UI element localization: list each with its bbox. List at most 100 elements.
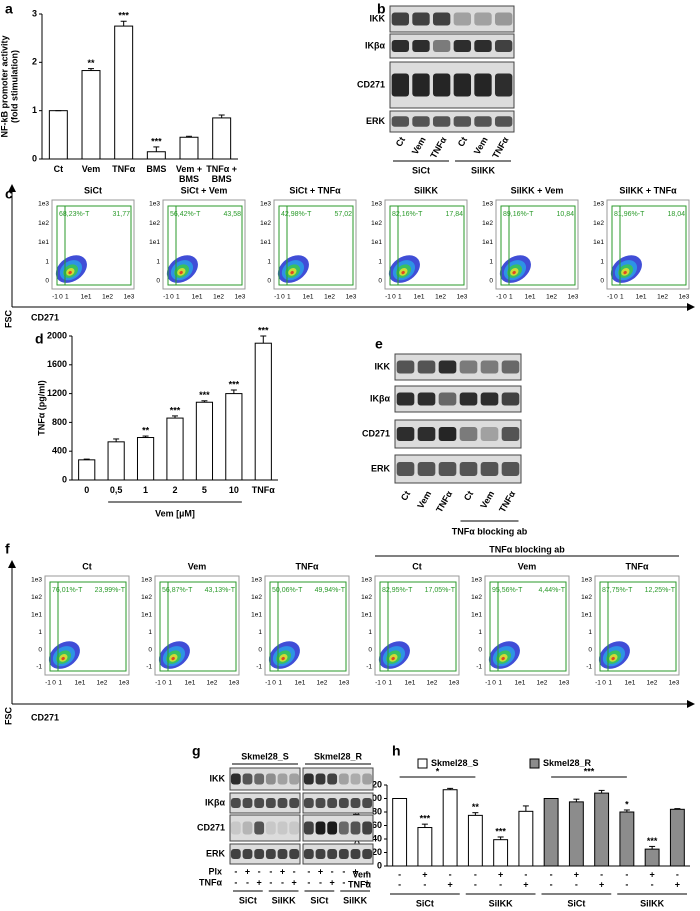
x-tick-label: 1e2 bbox=[427, 680, 438, 687]
x-tick-label: 1 bbox=[620, 294, 624, 301]
blot-band bbox=[350, 773, 361, 785]
condition-sign: + bbox=[292, 877, 297, 887]
x-tick-label: 1e2 bbox=[435, 294, 446, 301]
x-tick-label: 0 bbox=[392, 294, 396, 301]
group-label: SiCt bbox=[310, 895, 328, 905]
x-tick-label: 1e3 bbox=[346, 294, 357, 301]
blot-band bbox=[230, 798, 241, 808]
gate-left: 82,95%-T bbox=[382, 587, 413, 594]
condition-sign: - bbox=[398, 869, 401, 879]
plot-title: Vem bbox=[188, 561, 207, 571]
panel-label: h bbox=[392, 743, 401, 759]
x-tick-label: 0,5 bbox=[109, 485, 123, 495]
y-tick-label: 0 bbox=[378, 278, 382, 285]
cell-cloud bbox=[171, 656, 175, 661]
condition-sign: - bbox=[625, 869, 628, 879]
y-tick-label: 0 bbox=[368, 646, 372, 653]
gate-left: 42,98%-T bbox=[281, 211, 312, 218]
blot-band bbox=[277, 821, 288, 835]
x-tick-label: 1e1 bbox=[525, 294, 536, 301]
x-tick-label: 1e3 bbox=[124, 294, 135, 301]
blot-band bbox=[254, 798, 265, 808]
blot-band bbox=[327, 798, 338, 808]
blot-frame bbox=[389, 5, 515, 33]
panel-label: d bbox=[35, 331, 44, 347]
gate-right: 17,84 bbox=[445, 211, 463, 218]
group-label: SiIKK bbox=[471, 165, 496, 175]
bar bbox=[568, 801, 584, 867]
cell-cloud bbox=[611, 656, 615, 661]
significance: *** bbox=[495, 826, 506, 836]
condition-sign: - bbox=[423, 879, 426, 889]
blot-band bbox=[396, 462, 415, 476]
group-label: SiCt bbox=[416, 898, 434, 908]
y-tick-label: 3 bbox=[32, 8, 37, 18]
blot-band bbox=[362, 798, 373, 808]
cell-cloud bbox=[501, 656, 505, 661]
row-label: ERK bbox=[366, 116, 386, 126]
condition-sign: + bbox=[599, 879, 604, 889]
blot-band bbox=[277, 798, 288, 808]
condition-sign: - bbox=[550, 869, 553, 879]
x-tick-label: -1 bbox=[274, 294, 280, 301]
x-tick-label: 1e2 bbox=[324, 294, 335, 301]
y-tick-label: 1200 bbox=[47, 388, 67, 398]
group-label: TNFα blocking ab bbox=[452, 526, 528, 536]
x-tick-label: 1e2 bbox=[102, 294, 113, 301]
x-tick-label: -1 bbox=[595, 680, 601, 687]
y-tick-label: 120 bbox=[367, 779, 382, 789]
lane-label: Vem bbox=[478, 489, 496, 510]
blot-band bbox=[438, 392, 457, 406]
blot-band bbox=[412, 116, 430, 127]
gate-left: 82,16%-T bbox=[392, 211, 423, 218]
condition-sign: + bbox=[523, 879, 528, 889]
y-tick-label: 1 bbox=[368, 629, 372, 636]
plot-title: SiIKK bbox=[414, 185, 439, 195]
condition-sign: - bbox=[342, 877, 345, 887]
y-tick-label: 1e3 bbox=[31, 577, 42, 584]
condition-label: TNFα bbox=[199, 877, 222, 887]
plot-title: SiCt + TNFα bbox=[289, 185, 341, 195]
y-tick-label: -1 bbox=[256, 664, 262, 671]
blot-band bbox=[327, 821, 338, 835]
x-tick-label: 0 bbox=[492, 680, 496, 687]
lane-label: TNFα bbox=[497, 489, 517, 514]
x-tick-label: 0 bbox=[170, 294, 174, 301]
y-tick-label: 0 bbox=[489, 278, 493, 285]
group-label: SiCt bbox=[239, 895, 257, 905]
x-tick-label: 1e3 bbox=[339, 680, 350, 687]
y-tick-label: 0 bbox=[45, 278, 49, 285]
condition-sign: - bbox=[246, 877, 249, 887]
bar bbox=[543, 798, 559, 867]
y-tick-label: 1e3 bbox=[38, 201, 49, 208]
y-tick-label: 1e2 bbox=[38, 220, 49, 227]
condition-sign: - bbox=[550, 879, 553, 889]
blot-band bbox=[391, 116, 410, 127]
y-tick-label: 1600 bbox=[47, 359, 67, 369]
x-tick-label: 1e2 bbox=[213, 294, 224, 301]
blot-band bbox=[501, 427, 520, 441]
blot-header: Skmel28_S bbox=[241, 751, 289, 761]
y-tick-label: 1e3 bbox=[251, 577, 262, 584]
axis-label: FSC bbox=[3, 309, 13, 328]
condition-sign: + bbox=[675, 879, 680, 889]
x-tick-label: -1 bbox=[45, 680, 51, 687]
x-tick-label: 1 bbox=[58, 680, 62, 687]
y-axis-label: NF-kB promoter activity bbox=[0, 35, 9, 137]
blot-band bbox=[265, 773, 276, 785]
blot-band bbox=[396, 392, 415, 406]
x-tick-label: 0 bbox=[272, 680, 276, 687]
x-tick-label: 1 bbox=[278, 680, 282, 687]
gate-left: 76,01%-T bbox=[52, 587, 83, 594]
gate bbox=[599, 581, 677, 672]
condition-sign: - bbox=[600, 869, 603, 879]
gate-left: 95,56%-T bbox=[492, 587, 523, 594]
blot-band bbox=[459, 360, 478, 374]
y-tick-label: 1e2 bbox=[31, 594, 42, 601]
y-tick-label: 1e2 bbox=[361, 594, 372, 601]
condition-sign: + bbox=[280, 866, 285, 876]
x-tick-label: 0 bbox=[281, 294, 285, 301]
y-tick-label: 1e2 bbox=[593, 220, 604, 227]
condition-label: Plx bbox=[208, 866, 222, 876]
